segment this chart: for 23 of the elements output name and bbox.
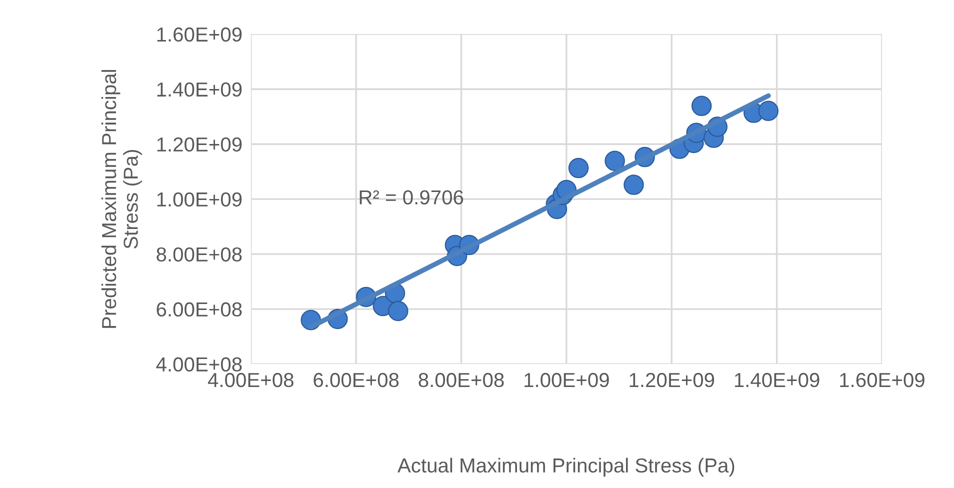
- point: [568, 158, 589, 178]
- y-tick-label: 1.60E+09: [157, 27, 242, 42]
- y-tick-label: 1.40E+09: [157, 82, 242, 97]
- y-tick-label: 1.00E+09: [157, 192, 242, 207]
- point: [691, 96, 712, 116]
- y-axis-title: Predicted Maximum Principal Stress (Pa): [101, 70, 142, 328]
- point: [624, 174, 644, 195]
- x-tick-label: 1.20E+09: [630, 372, 714, 388]
- x-tick-label: 6.00E+08: [314, 372, 399, 388]
- x-tick-label: 1.40E+09: [734, 372, 820, 388]
- point: [758, 100, 779, 121]
- point: [388, 300, 408, 322]
- y-tick-label: 4.00E+08: [156, 357, 242, 372]
- x-tick-label: 4.00E+08: [208, 372, 294, 388]
- x-tick-label: 8.00E+08: [418, 372, 504, 388]
- x-tick-label: 1.60E+09: [840, 372, 924, 388]
- x-tick-label: 1.00E+09: [524, 372, 609, 388]
- x-axis-title: Actual Maximum Principal Stress (Pa): [397, 458, 734, 477]
- y-tick-label: 8.00E+08: [156, 247, 242, 262]
- y-tick-label: 6.00E+08: [156, 302, 242, 317]
- point: [604, 150, 625, 172]
- y-tick-label: 1.20E+09: [157, 137, 242, 152]
- annotation: R² = 0.9706: [360, 190, 464, 205]
